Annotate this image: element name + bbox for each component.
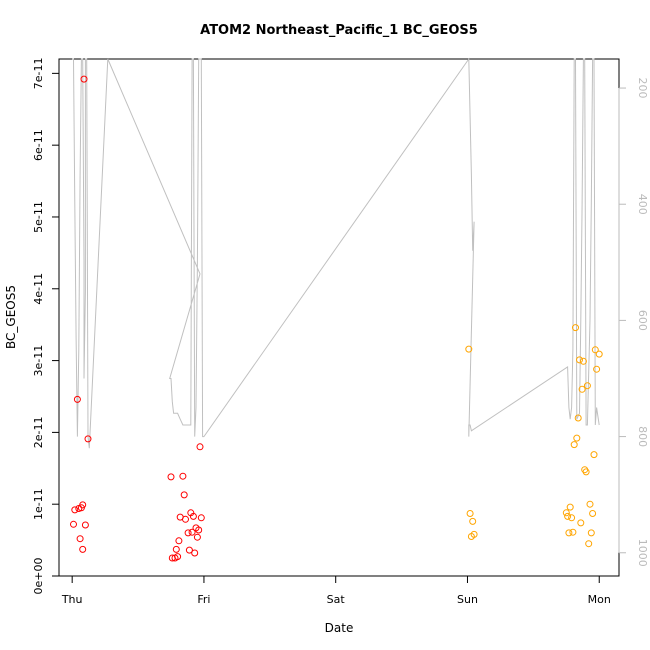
data-point-series1-32 [197, 514, 205, 522]
data-point-series2-19 [579, 357, 587, 365]
data-point-series1-10 [81, 521, 89, 529]
y-tick-label: 7e-11 [32, 57, 45, 89]
y-tick-label: 4e-11 [32, 273, 45, 305]
data-point-series1-25 [188, 528, 196, 536]
data-point-series2-24 [586, 500, 594, 508]
data-point-series1-22 [184, 529, 192, 537]
data-point-series2-5 [470, 530, 478, 538]
data-point-series1-21 [182, 515, 189, 523]
data-point-series2-11 [569, 528, 577, 536]
data-point-series2-13 [572, 324, 579, 332]
data-point-series2-30 [595, 350, 603, 358]
data-point-series2-17 [577, 519, 585, 527]
data-point-series2-16 [576, 356, 583, 364]
x-axis-label: Date [325, 621, 354, 635]
y-axis: 0e+00 1e-11 2e-11 3e-11 4e-11 5e-11 6e-11 7e-11 [32, 57, 60, 595]
data-point-series2-7 [564, 512, 572, 520]
data-point-series1-19 [179, 472, 187, 480]
data-point-series2-15 [574, 414, 582, 422]
y-tick-label: 1e-11 [32, 488, 45, 520]
data-point-series2-2 [466, 510, 474, 517]
y-tick-label: 6e-11 [32, 129, 45, 161]
data-point-series1-17 [175, 537, 183, 545]
pressure-trace-layer [72, 57, 600, 449]
pressure-trace-line [72, 57, 600, 449]
data-point-series1-7 [79, 545, 87, 553]
data-point-series1-3 [73, 395, 81, 403]
data-point-series1-2 [71, 506, 79, 514]
data-point-series2-28 [591, 346, 599, 354]
data-point-series2-26 [589, 510, 597, 517]
data-point-series2-12 [570, 441, 578, 449]
data-point-series2-8 [565, 529, 573, 537]
x-tick-label: Sat [327, 593, 346, 606]
data-point-series1-9 [80, 75, 88, 83]
data-point-series1-30 [195, 526, 203, 534]
data-point-series2-1 [465, 345, 473, 353]
y-tick-label: 0e+00 [32, 558, 45, 595]
y-tick-label: 3e-11 [32, 345, 45, 377]
data-point-series1-15 [172, 545, 180, 553]
data-point-series1-31 [196, 443, 204, 451]
right-axis: 200 400 600 800 1000 [618, 78, 649, 567]
points-layer [70, 75, 603, 562]
x-tick-label: Thu [61, 593, 83, 606]
data-point-series2-23 [585, 540, 593, 548]
data-point-series2-21 [582, 468, 590, 476]
data-point-series2-27 [590, 451, 598, 459]
data-point-series1-29 [193, 533, 201, 541]
data-point-series1-1 [70, 520, 77, 528]
data-point-series1-26 [189, 512, 197, 520]
x-tick-label: Mon [588, 593, 611, 606]
x-tick-label: Sun [457, 593, 478, 606]
data-point-series1-23 [185, 546, 193, 554]
data-point-series2-4 [469, 517, 477, 525]
data-point-series2-10 [568, 514, 576, 522]
data-point-series2-6 [562, 509, 570, 517]
right-tick-label: 400 [636, 194, 649, 215]
data-point-series1-12 [167, 473, 175, 481]
data-point-series1-5 [76, 535, 84, 543]
right-tick-label: 600 [636, 310, 649, 331]
x-axis: Thu Fri Sat Sun Mon [61, 575, 611, 606]
y-axis-label: BC_GEOS5 [4, 285, 18, 349]
y-tick-label: 2e-11 [32, 417, 45, 449]
data-point-series2-22 [583, 382, 591, 390]
data-point-series2-25 [587, 529, 595, 537]
data-point-series2-18 [578, 385, 586, 393]
right-tick-label: 800 [636, 426, 649, 447]
x-tick-label: Fri [197, 593, 210, 606]
data-point-series1-16 [174, 553, 182, 561]
data-point-series2-29 [593, 365, 601, 373]
right-tick-label: 1000 [636, 539, 649, 567]
chart-title: ATOM2 Northeast_Pacific_1 BC_GEOS5 [200, 23, 478, 38]
data-point-series2-9 [566, 503, 574, 511]
data-point-series1-27 [191, 549, 199, 557]
y-tick-label: 5e-11 [32, 201, 45, 233]
data-point-series2-14 [573, 434, 581, 442]
right-tick-label: 200 [636, 78, 649, 99]
data-point-series1-8 [79, 501, 87, 509]
data-point-series1-11 [84, 435, 92, 443]
data-point-series1-20 [180, 491, 188, 499]
